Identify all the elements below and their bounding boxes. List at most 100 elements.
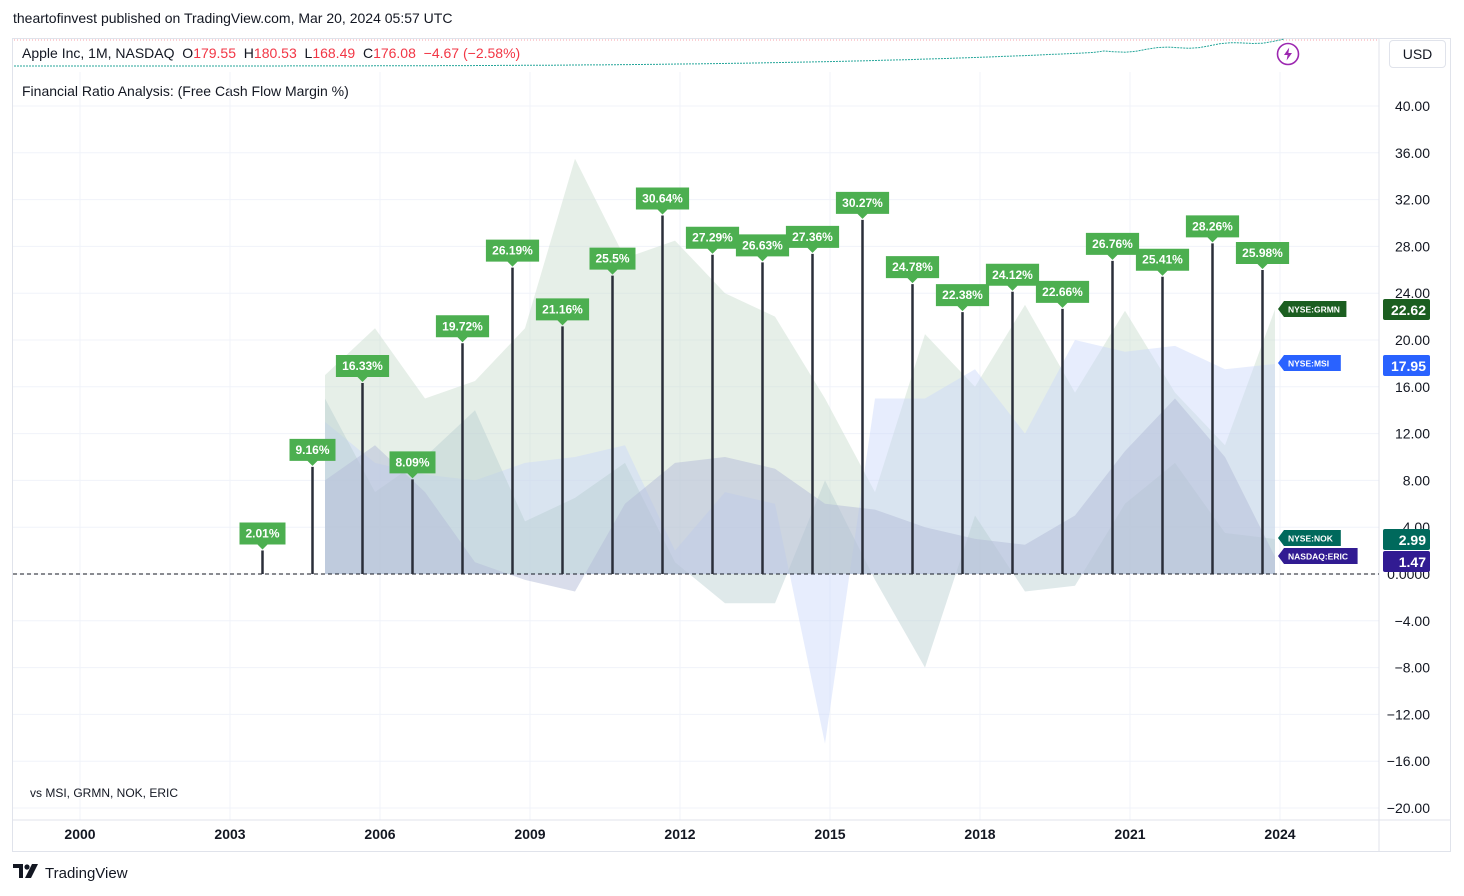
aapl-value-label-box [389,451,436,479]
indicator-title: Financial Ratio Analysis: (Free Cash Flo… [22,83,349,99]
aapl-value-label-box [835,191,890,219]
aapl-value-label-box [535,298,590,326]
aapl-value-label-box [335,354,390,382]
aapl-value-label: 2.01% [245,526,279,540]
series-price-badge-box [1383,299,1430,320]
compare-note: vs MSI, GRMN, NOK, ERIC [30,786,179,800]
aapl-value-label-box [435,315,490,343]
series-tag-label: NYSE:MSI [1288,359,1329,369]
footer-brand[interactable]: TradingView [13,864,128,882]
aapl-value-label-box [239,522,286,550]
series-area-nyse-nok [325,398,1275,668]
brand-name: TradingView [45,864,128,882]
x-tick-label: 2018 [964,826,995,842]
mini-price-sparkline [14,38,1285,67]
aapl-value-label-box [635,187,690,215]
aapl-value-label: 27.29% [692,231,733,245]
series-price-badge: 1.47 [1399,554,1426,570]
y-tick-label: −16.00 [1387,753,1430,769]
x-tick-label: 2012 [664,826,695,842]
aapl-value-label-box [289,438,336,466]
low-label: L [304,45,313,61]
tradingview-logo-icon [13,864,39,882]
y-tick-label: −8.00 [1395,660,1431,676]
currency-button[interactable]: USD [1389,40,1446,68]
x-tick-label: 2024 [1264,826,1295,842]
symbol-label[interactable]: Apple Inc, 1M, NASDAQ [22,45,175,61]
low-value: 168.49 [312,45,356,61]
x-tick-label: 2015 [814,826,845,842]
aapl-value-label-box [1185,215,1240,243]
series-price-badge: 17.95 [1391,358,1426,374]
aapl-value-label: 27.36% [792,230,833,244]
y-tick-label: 8.00 [1403,472,1430,488]
series-area-nyse-msi [325,340,1275,744]
ohlc-legend: Apple Inc, 1M, NASDAQ O179.55 H180.53 L1… [22,45,520,61]
y-tick-label: −12.00 [1387,706,1430,722]
x-tick-label: 2006 [364,826,395,842]
series-price-badge: 2.99 [1399,532,1426,548]
aapl-value-label-box [1085,232,1140,260]
aapl-value-label-box [485,239,540,267]
series-tag-box [1278,530,1341,546]
aapl-value-label: 8.09% [395,455,429,469]
y-tick-label: 24.00 [1395,285,1430,301]
aapl-value-label-box [885,256,940,284]
aapl-value-label: 25.5% [595,252,629,266]
change-value: −4.67 (−2.58%) [423,45,521,61]
x-tick-label: 2009 [514,826,545,842]
aapl-value-label: 26.63% [742,238,783,252]
series-price-badge: 22.62 [1391,302,1426,318]
y-tick-label: 20.00 [1395,332,1430,348]
high-value: 180.53 [253,45,297,61]
y-tick-label: 28.00 [1395,238,1430,254]
aapl-value-label-box [1235,242,1290,270]
aapl-value-label: 24.12% [992,268,1033,282]
y-tick-label: 12.00 [1395,426,1430,442]
y-tick-label: 16.00 [1395,379,1430,395]
y-tick-label: 32.00 [1395,192,1430,208]
x-tick-label: 2003 [214,826,245,842]
series-tag-label: NYSE:NOK [1288,534,1334,544]
publisher-line: theartofinvest published on TradingView.… [13,10,453,26]
y-tick-label: −4.00 [1395,613,1431,629]
y-tick-label: 40.00 [1395,98,1430,114]
series-price-badge-box [1383,529,1430,550]
aapl-value-label: 28.26% [1192,219,1233,233]
aapl-value-label-box [735,234,790,262]
aapl-value-label: 26.19% [492,244,533,258]
series-tag-box [1278,548,1358,564]
series-area-nasdaq-eric [325,398,1275,592]
aapl-value-label: 19.72% [442,319,483,333]
aapl-value-label: 9.16% [295,443,329,457]
aapl-value-label-box [985,263,1040,291]
chart-frame [12,38,1451,852]
series-price-badge-box [1383,355,1430,376]
aapl-value-label-box [1035,280,1090,308]
series-price-badge-box [1383,551,1430,572]
series-tag-box [1278,301,1347,317]
y-tick-label: −20.00 [1387,800,1430,816]
x-tick-label: 2000 [64,826,95,842]
aapl-value-label: 22.66% [1042,285,1083,299]
x-tick-label: 2021 [1114,826,1145,842]
high-label: H [243,45,254,61]
aapl-value-label-box [1135,248,1190,276]
aapl-value-label: 30.27% [842,196,883,210]
aapl-value-label-box [935,284,990,312]
lightning-icon[interactable] [1276,42,1300,66]
aapl-value-label: 26.76% [1092,237,1133,251]
close-label: C [362,45,374,61]
aapl-value-label-box [685,226,740,254]
series-tag-label: NASDAQ:ERIC [1288,552,1348,562]
open-value: 179.55 [193,45,237,61]
aapl-value-label: 25.98% [1242,246,1283,260]
aapl-value-label-box [785,225,840,253]
aapl-value-label-box [589,247,636,275]
aapl-value-label: 22.38% [942,288,983,302]
aapl-value-label: 30.64% [642,192,683,206]
aapl-value-label: 16.33% [342,359,383,373]
y-tick-label: 36.00 [1395,145,1430,161]
series-tag-label: NYSE:GRMN [1288,305,1340,315]
